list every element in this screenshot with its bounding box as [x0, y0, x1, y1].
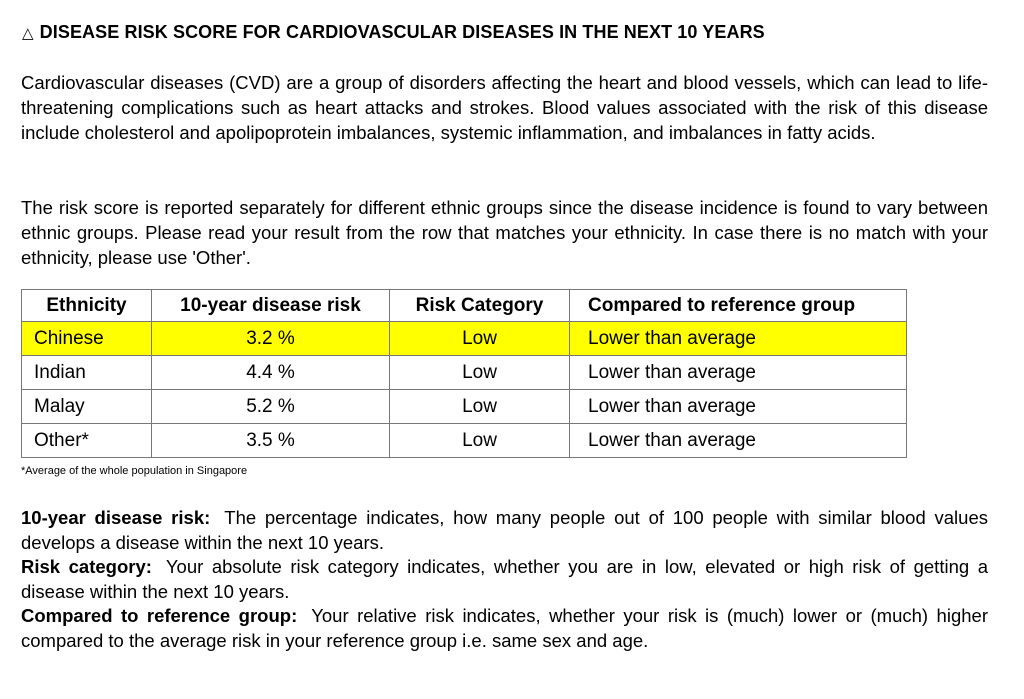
warning-triangle-icon: △	[22, 25, 34, 42]
cell-disease-risk: 5.2 %	[151, 389, 390, 424]
header-compared-to-reference: Compared to reference group	[569, 289, 907, 322]
instructions-paragraph: The risk score is reported separately fo…	[21, 197, 988, 268]
definition-risk-category: Risk category: Your absolute risk categor…	[21, 555, 988, 604]
header-risk-category: Risk Category	[389, 289, 570, 322]
cell-ethnicity: Chinese	[21, 321, 152, 356]
table-footnote: *Average of the whole population in Sing…	[21, 465, 248, 477]
definition-term: 10-year disease risk:	[21, 507, 211, 528]
definition-disease-risk: 10-year disease risk: The percentage indi…	[21, 506, 988, 555]
table-row: Malay 5.2 % Low Lower than average	[21, 389, 907, 424]
section-title: DISEASE RISK SCORE FOR CARDIOVASCULAR DI…	[39, 22, 765, 42]
header-disease-risk: 10-year disease risk	[151, 289, 390, 322]
table-row: Other* 3.5 % Low Lower than average	[21, 423, 907, 458]
cell-ethnicity: Malay	[21, 389, 152, 424]
section-heading: △ DISEASE RISK SCORE FOR CARDIOVASCULAR D…	[22, 22, 765, 43]
cell-ethnicity: Other*	[21, 423, 152, 458]
cell-compared: Lower than average	[569, 355, 907, 390]
definition-compared-to-reference: Compared to reference group: Your relativ…	[21, 604, 988, 653]
cell-disease-risk: 4.4 %	[151, 355, 390, 390]
cell-compared: Lower than average	[569, 321, 907, 356]
definition-term: Compared to reference group:	[21, 605, 298, 626]
cell-risk-category: Low	[389, 423, 570, 458]
cell-disease-risk: 3.5 %	[151, 423, 390, 458]
cell-disease-risk: 3.2 %	[151, 321, 390, 356]
risk-table: Ethnicity 10-year disease risk Risk Cate…	[21, 289, 907, 458]
cell-compared: Lower than average	[569, 389, 907, 424]
table-row: Chinese 3.2 % Low Lower than average	[21, 321, 907, 356]
definition-text: Your relative risk indicates, whether yo…	[21, 605, 988, 651]
definition-text: Your absolute risk category indicates, w…	[21, 556, 988, 602]
intro-paragraph: Cardiovascular diseases (CVD) are a grou…	[21, 72, 988, 143]
header-ethnicity: Ethnicity	[21, 289, 152, 322]
definition-text: The percentage indicates, how many peopl…	[21, 507, 988, 553]
cell-risk-category: Low	[389, 355, 570, 390]
definition-term: Risk category:	[21, 556, 152, 577]
definitions-list: 10-year disease risk: The percentage indi…	[21, 506, 988, 653]
cell-risk-category: Low	[389, 321, 570, 356]
table-header-row: Ethnicity 10-year disease risk Risk Cate…	[21, 289, 907, 322]
cell-risk-category: Low	[389, 389, 570, 424]
table-row: Indian 4.4 % Low Lower than average	[21, 355, 907, 390]
cell-ethnicity: Indian	[21, 355, 152, 390]
cell-compared: Lower than average	[569, 423, 907, 458]
